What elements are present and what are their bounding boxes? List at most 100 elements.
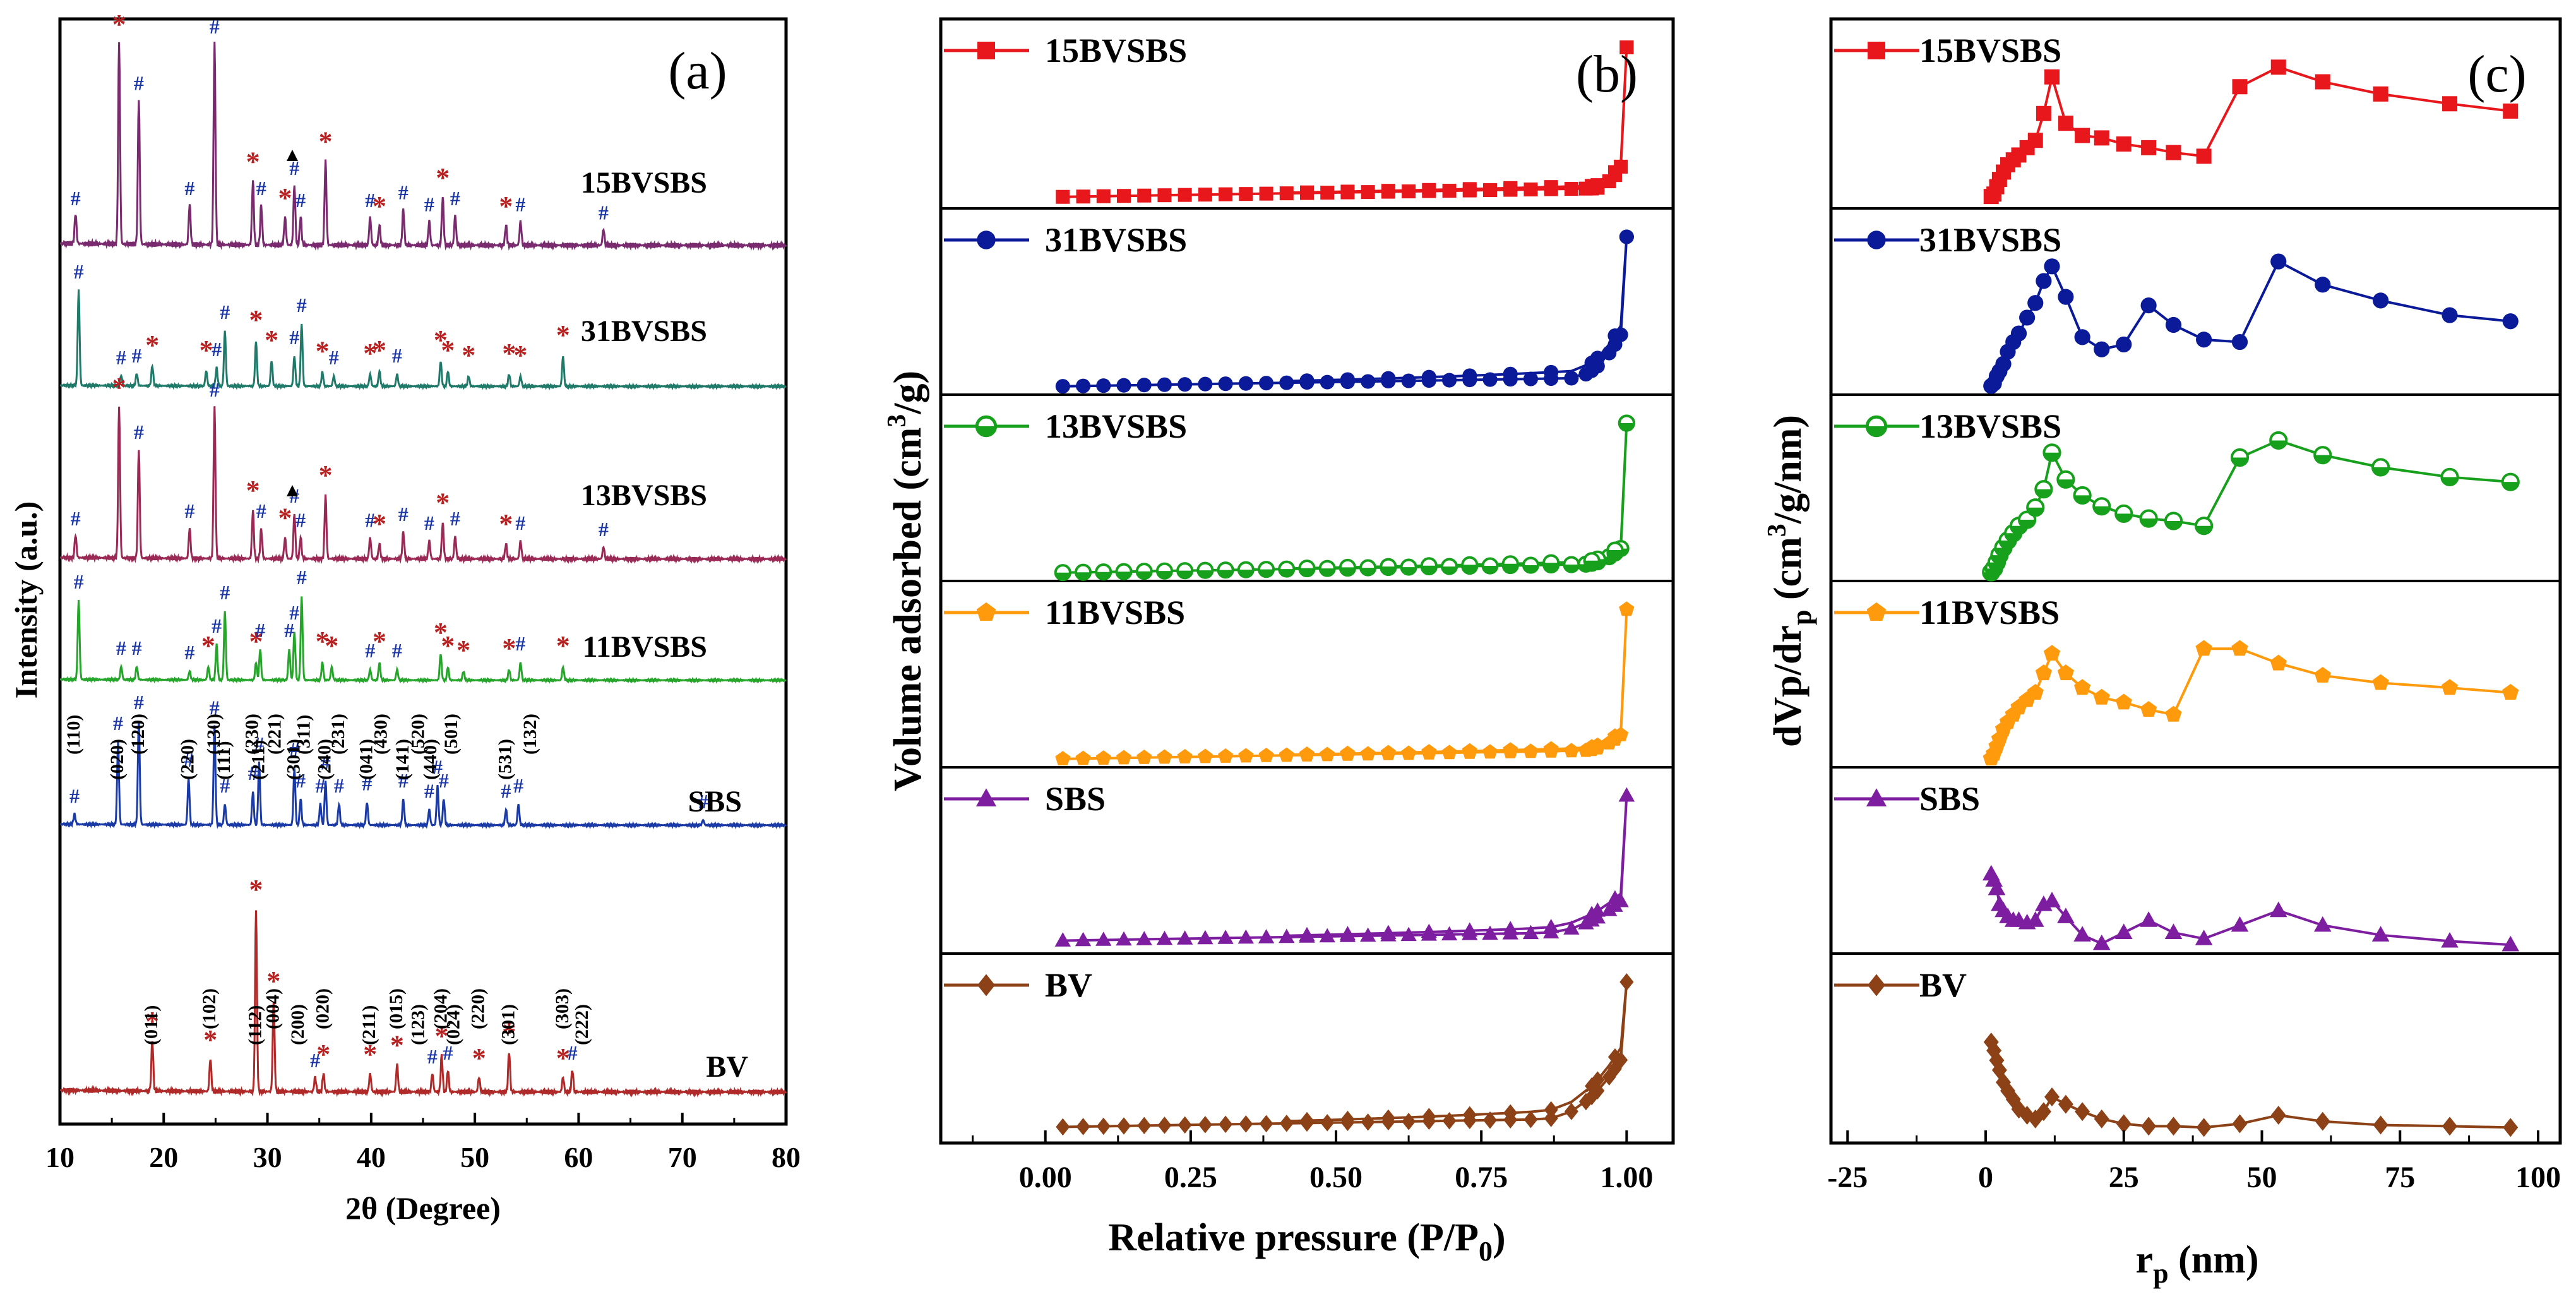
marker-fill [2044, 452, 2060, 460]
data-point-marker [2036, 1102, 2051, 1122]
sbs-hkl-label: (041) [355, 739, 376, 780]
data-point-marker [1300, 1111, 1314, 1130]
data-point-marker [2043, 645, 2061, 661]
sbs-peak-hash-marker: # [450, 187, 460, 210]
isotherm-series-13bvsbs [1054, 414, 1635, 582]
data-point-marker [1563, 920, 1580, 935]
data-point-marker [1619, 40, 1634, 54]
pore-size-legend-31bvsbs: 31BVSBS [1834, 221, 2061, 259]
data-point-marker [1462, 922, 1478, 937]
data-point-marker [1340, 1110, 1355, 1128]
bv-peak-star-marker: * [316, 336, 330, 367]
data-point-marker [2315, 1111, 2330, 1131]
bv-peak-star-marker: * [203, 1024, 217, 1055]
data-point-marker [1056, 189, 1070, 204]
data-point-marker [2116, 336, 2132, 353]
sbs-peak-hash-marker: # [210, 696, 220, 719]
bv-peak-star-marker: * [499, 508, 513, 539]
xrd-hkl-labels: (110)(020)(120)(220)(130)(111)(230)(211)… [63, 714, 592, 1045]
xrd-x-tick-label: 40 [357, 1141, 386, 1173]
marker-fill [1503, 563, 1518, 571]
marker-fill [1544, 563, 1558, 570]
data-point-marker [1320, 1114, 1335, 1132]
data-point-marker [2503, 1118, 2519, 1137]
bv-hkl-label: (220) [468, 988, 489, 1029]
sbs-peak-hash-marker: # [113, 712, 123, 734]
bv-peak-star-marker: * [435, 1021, 449, 1051]
data-point-marker [1421, 744, 1437, 758]
data-point-marker [1585, 179, 1599, 193]
isotherm-x-tick-label: 0.75 [1455, 1161, 1508, 1194]
marker-fill [1117, 572, 1131, 579]
data-point-marker [1618, 787, 1635, 802]
data-point-marker [1866, 602, 1887, 621]
isotherm-series-11bvsbs [1055, 601, 1635, 765]
sbs-hkl-label: (130) [203, 714, 224, 755]
data-point-marker [2140, 911, 2157, 927]
data-point-marker [1482, 925, 1498, 940]
data-point-marker [1279, 1115, 1294, 1132]
pore-size-y-axis-title: dVp/drp (cm3/g/nm) [1763, 415, 1817, 747]
xrd-x-tick-label: 80 [772, 1141, 801, 1173]
bv-hkl-label: (222) [571, 1004, 592, 1045]
pore-size-y-axis-title-sup: 3 [1763, 524, 1792, 537]
marker-fill [2005, 533, 2021, 541]
data-point-marker [2044, 69, 2060, 85]
pore-size-x-tick-label: 75 [2385, 1161, 2415, 1194]
isotherm-line [1063, 981, 1628, 1128]
data-point-marker [1096, 378, 1111, 393]
data-point-marker [977, 42, 995, 59]
data-point-marker [1075, 750, 1091, 765]
data-point-marker [1217, 930, 1234, 944]
data-point-marker [1197, 930, 1213, 945]
data-point-marker [2075, 128, 2090, 143]
legend-label: BV [1919, 966, 1967, 1004]
data-point-marker [1564, 371, 1579, 386]
data-point-marker [1988, 879, 2006, 895]
data-point-marker [1056, 1118, 1070, 1136]
isotherm-x-tick-label: 0.00 [1019, 1161, 1072, 1194]
data-point-marker [1117, 189, 1131, 203]
marker-fill [2141, 518, 2157, 527]
bv-peak-star-marker: * [390, 1030, 404, 1061]
data-point-marker [1442, 184, 1457, 198]
bv-peak-star-marker: * [363, 1039, 377, 1070]
sbs-peak-hash-marker: # [398, 503, 408, 525]
sbs-peak-hash-marker: # [424, 779, 434, 802]
data-point-marker [2373, 1115, 2388, 1135]
data-point-marker [1483, 1111, 1497, 1129]
data-point-marker [1544, 1101, 1558, 1119]
legend-label: 13BVSBS [1045, 407, 1187, 445]
data-point-marker [2195, 930, 2213, 945]
sbs-hkl-label: (311) [294, 715, 314, 755]
bv-peak-star-marker: * [325, 630, 338, 661]
data-point-marker [1380, 745, 1396, 760]
data-point-marker [1523, 743, 1539, 758]
bv-peak-star-marker: * [502, 1017, 516, 1048]
bv-peak-star-marker: * [200, 335, 213, 366]
marker-fill [2116, 513, 2132, 522]
pore-size-line [1989, 1041, 2511, 1129]
xrd-x-axis-title: 2θ (Degree) [345, 1190, 501, 1226]
data-point-marker [1340, 372, 1355, 387]
sbs-peak-hash-marker: # [254, 733, 264, 755]
sbs-peak-hash-marker: # [432, 755, 443, 778]
data-point-marker [1198, 376, 1213, 392]
data-point-marker [1607, 728, 1623, 743]
pore-size-x-ticks: -25 0 25 50 75 100 [1827, 1130, 2561, 1194]
panel-label-b: (b) [1576, 45, 1638, 104]
data-point-marker [2141, 1116, 2157, 1136]
bv-peak-star-marker: * [373, 626, 386, 657]
isotherm-line [1063, 422, 1628, 574]
xrd-sample-label-13bvsbs: 13BVSBS [581, 479, 707, 512]
sbs-peak-hash-marker: # [568, 1041, 578, 1064]
data-point-marker [1401, 745, 1417, 760]
bv-peak-star-marker: * [556, 1043, 570, 1074]
isotherm-x-axis-title-end: ) [1493, 1216, 1506, 1259]
xrd-panel: #*###*# *##*#* ##*# * # ### # * *## ** ##* # ** # ** * *… [8, 9, 801, 1226]
sbs-peak-hash-marker: # [515, 193, 525, 216]
data-point-marker [1238, 376, 1253, 391]
data-point-marker [1076, 189, 1090, 204]
marker-fill [1259, 569, 1273, 577]
data-point-marker [2270, 253, 2287, 270]
